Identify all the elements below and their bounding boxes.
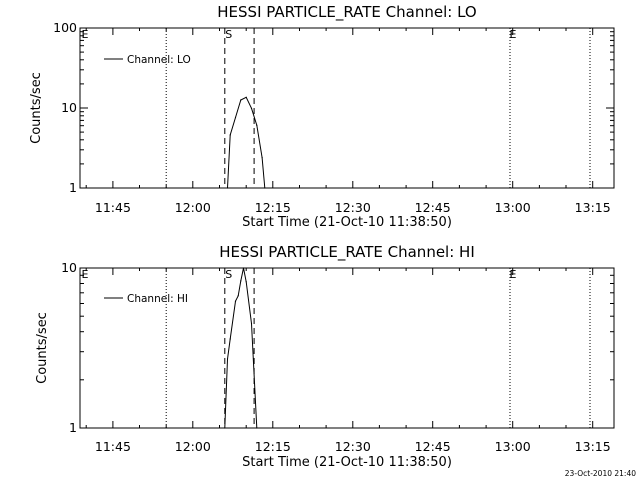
- x-tick-label: 12:00: [175, 200, 211, 215]
- data-point: [256, 124, 258, 126]
- data-point: [229, 134, 231, 136]
- plot-frame: [79, 267, 615, 429]
- data-point: [242, 267, 245, 269]
- marker-label: E: [82, 28, 89, 41]
- plot-frame: [79, 27, 615, 189]
- y-axis-label: Counts/sec: [35, 312, 50, 384]
- x-tick-label: 12:45: [415, 439, 451, 454]
- marker-label: S: [225, 268, 232, 281]
- legend-label: Channel: HI: [127, 293, 188, 305]
- x-tick-label: 13:00: [495, 200, 531, 215]
- x-tick-label: 13:15: [575, 439, 611, 454]
- x-axis-label: Start Time (21-Oct-10 11:38:50): [242, 455, 452, 470]
- legend: Channel: HI: [104, 293, 188, 305]
- marker-labels: E S E: [82, 268, 517, 281]
- plot-area: [79, 267, 615, 429]
- data-point: [224, 427, 226, 429]
- y-tick-labels: 1 10: [61, 260, 77, 435]
- x-tick-label: 12:15: [255, 200, 291, 215]
- plot-area: [79, 27, 615, 189]
- data-point: [256, 427, 258, 429]
- marker-label: S: [225, 28, 232, 41]
- x-tick-label: 11:45: [95, 200, 131, 215]
- x-tick-label: 12:15: [255, 439, 291, 454]
- x-tick-label: 12:45: [415, 200, 451, 215]
- marker-label: E: [510, 268, 517, 281]
- y-tick-label: 1: [69, 180, 77, 195]
- chart-title: HESSI PARTICLE_RATE Channel: LO: [217, 3, 476, 22]
- data-point: [250, 322, 253, 325]
- y-tick-label: 10: [61, 100, 77, 115]
- data-point: [240, 99, 242, 101]
- chart-title: HESSI PARTICLE_RATE Channel: HI: [219, 243, 475, 262]
- data-point: [237, 295, 239, 297]
- data-point: [229, 338, 231, 340]
- data-point: [234, 116, 237, 119]
- series-line: [224, 267, 258, 429]
- data-point: [261, 157, 263, 159]
- y-tick-label: 100: [53, 20, 77, 35]
- x-tick-label: 12:30: [335, 200, 371, 215]
- data-point: [234, 300, 237, 302]
- y-axis-label: Counts/sec: [29, 72, 44, 144]
- x-tick-labels: 11:45 12:00 12:15 12:30 12:45 13:00 13:1…: [95, 200, 611, 215]
- x-tick-label: 12:30: [335, 439, 371, 454]
- x-tick-label: 13:00: [495, 439, 531, 454]
- x-tick-label: 12:00: [175, 439, 211, 454]
- data-point: [245, 281, 247, 283]
- y-tick-label: 1: [69, 420, 77, 435]
- data-point: [264, 187, 266, 189]
- panel-hi: HESSI PARTICLE_RATE Channel: HI 11:45 12…: [35, 243, 615, 470]
- data-point: [226, 358, 229, 360]
- marker-label: E: [82, 268, 89, 281]
- marker-label: E: [510, 28, 517, 41]
- x-tick-label: 11:45: [95, 439, 131, 454]
- series-line: [227, 96, 266, 189]
- legend: Channel: LO: [104, 54, 191, 66]
- data-point: [250, 107, 253, 109]
- data-point: [245, 96, 247, 98]
- y-tick-label: 10: [61, 260, 77, 275]
- data-point: [226, 187, 229, 189]
- y-tick-labels: 1 10 100: [53, 20, 77, 195]
- x-tick-label: 13:15: [575, 200, 611, 215]
- panel-lo: HESSI PARTICLE_RATE Channel: LO 11:45 12…: [29, 3, 615, 230]
- x-tick-labels: 11:45 12:00 12:15 12:30 12:45 13:00 13:1…: [95, 439, 611, 454]
- marker-labels: E S E: [82, 28, 517, 41]
- legend-label: Channel: LO: [127, 54, 191, 66]
- x-axis-label: Start Time (21-Oct-10 11:38:50): [242, 215, 452, 230]
- data-point: [240, 280, 242, 282]
- timestamp-label: 23-Oct-2010 21:40: [565, 469, 636, 478]
